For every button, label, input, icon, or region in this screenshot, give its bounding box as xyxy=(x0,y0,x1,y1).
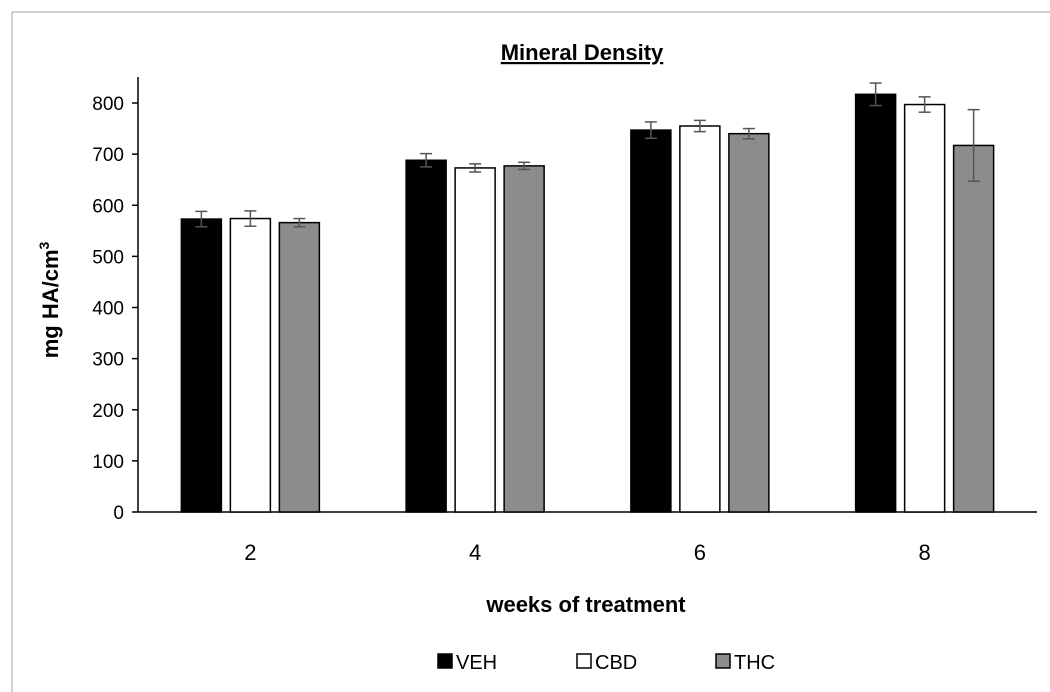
legend-swatch xyxy=(576,653,592,669)
y-tick-label: 100 xyxy=(92,452,124,473)
bar-cbd-week-8 xyxy=(903,103,946,513)
y-axis-label-superscript: 3 xyxy=(36,242,52,250)
legend-label: VEH xyxy=(456,652,497,674)
error-bar-cbd-week-8 xyxy=(918,96,931,113)
error-bar-veh-week-6 xyxy=(644,121,657,140)
bar-thc-week-8 xyxy=(952,144,995,513)
y-axis-label: mg HA/cm3 xyxy=(36,242,63,359)
x-tick-label: 6 xyxy=(694,540,706,565)
bar-cbd-week-2 xyxy=(229,217,272,513)
y-tick-label: 300 xyxy=(92,350,124,371)
legend-label: CBD xyxy=(595,652,637,674)
legend-label: THC xyxy=(734,652,775,674)
legend-item-veh: VEH xyxy=(437,652,497,674)
y-tick-label: 200 xyxy=(92,401,124,422)
error-bar-veh-week-8 xyxy=(869,82,882,107)
x-axis-label: weeks of treatment xyxy=(485,592,686,617)
error-bar-thc-week-8 xyxy=(967,108,980,182)
error-bar-thc-week-6 xyxy=(742,127,755,140)
error-bar-thc-week-4 xyxy=(518,161,531,171)
y-ticks: 0 100 200 300 400 500 600 700 800 xyxy=(92,94,138,524)
x-tick-label: 8 xyxy=(919,540,931,565)
chart-frame xyxy=(11,11,1050,692)
y-tick-label: 400 xyxy=(92,299,124,320)
legend-item-cbd: CBD xyxy=(576,652,637,674)
y-axis-label-main: mg HA/cm xyxy=(38,250,63,359)
y-tick-label: 600 xyxy=(92,196,124,217)
legend-item-thc: THC xyxy=(715,652,775,674)
bars xyxy=(180,93,995,513)
error-bar-thc-week-2 xyxy=(293,217,306,228)
bar-veh-week-4 xyxy=(405,159,447,513)
error-bar-cbd-week-6 xyxy=(693,119,706,133)
bar-cbd-week-6 xyxy=(679,125,721,513)
y-tick-label: 500 xyxy=(92,247,124,268)
error-bar-veh-week-4 xyxy=(420,152,433,168)
y-tick-label: 700 xyxy=(92,145,124,166)
axes xyxy=(137,77,1037,513)
error-bar-veh-week-2 xyxy=(195,210,208,228)
bar-thc-week-4 xyxy=(503,165,545,513)
error-bar-cbd-week-4 xyxy=(469,163,482,173)
legend-swatch xyxy=(437,653,453,669)
x-tick-label: 2 xyxy=(244,540,256,565)
bar-thc-week-2 xyxy=(278,221,321,513)
legend-swatch xyxy=(715,653,731,669)
bar-thc-week-6 xyxy=(728,132,770,513)
x-tick-label: 4 xyxy=(469,540,481,565)
bar-veh-week-2 xyxy=(180,218,223,513)
x-ticks: 2 4 6 8 xyxy=(244,540,931,565)
bar-veh-week-6 xyxy=(630,129,672,513)
bar-veh-week-8 xyxy=(854,93,897,513)
error-bar-cbd-week-2 xyxy=(244,210,257,227)
chart-title: Mineral Density xyxy=(501,40,664,65)
bar-cbd-week-4 xyxy=(454,167,496,513)
y-tick-label: 0 xyxy=(113,503,124,524)
legend: VEH CBD THC xyxy=(437,652,775,674)
error-bars xyxy=(195,82,980,228)
y-tick-label: 800 xyxy=(92,94,124,115)
